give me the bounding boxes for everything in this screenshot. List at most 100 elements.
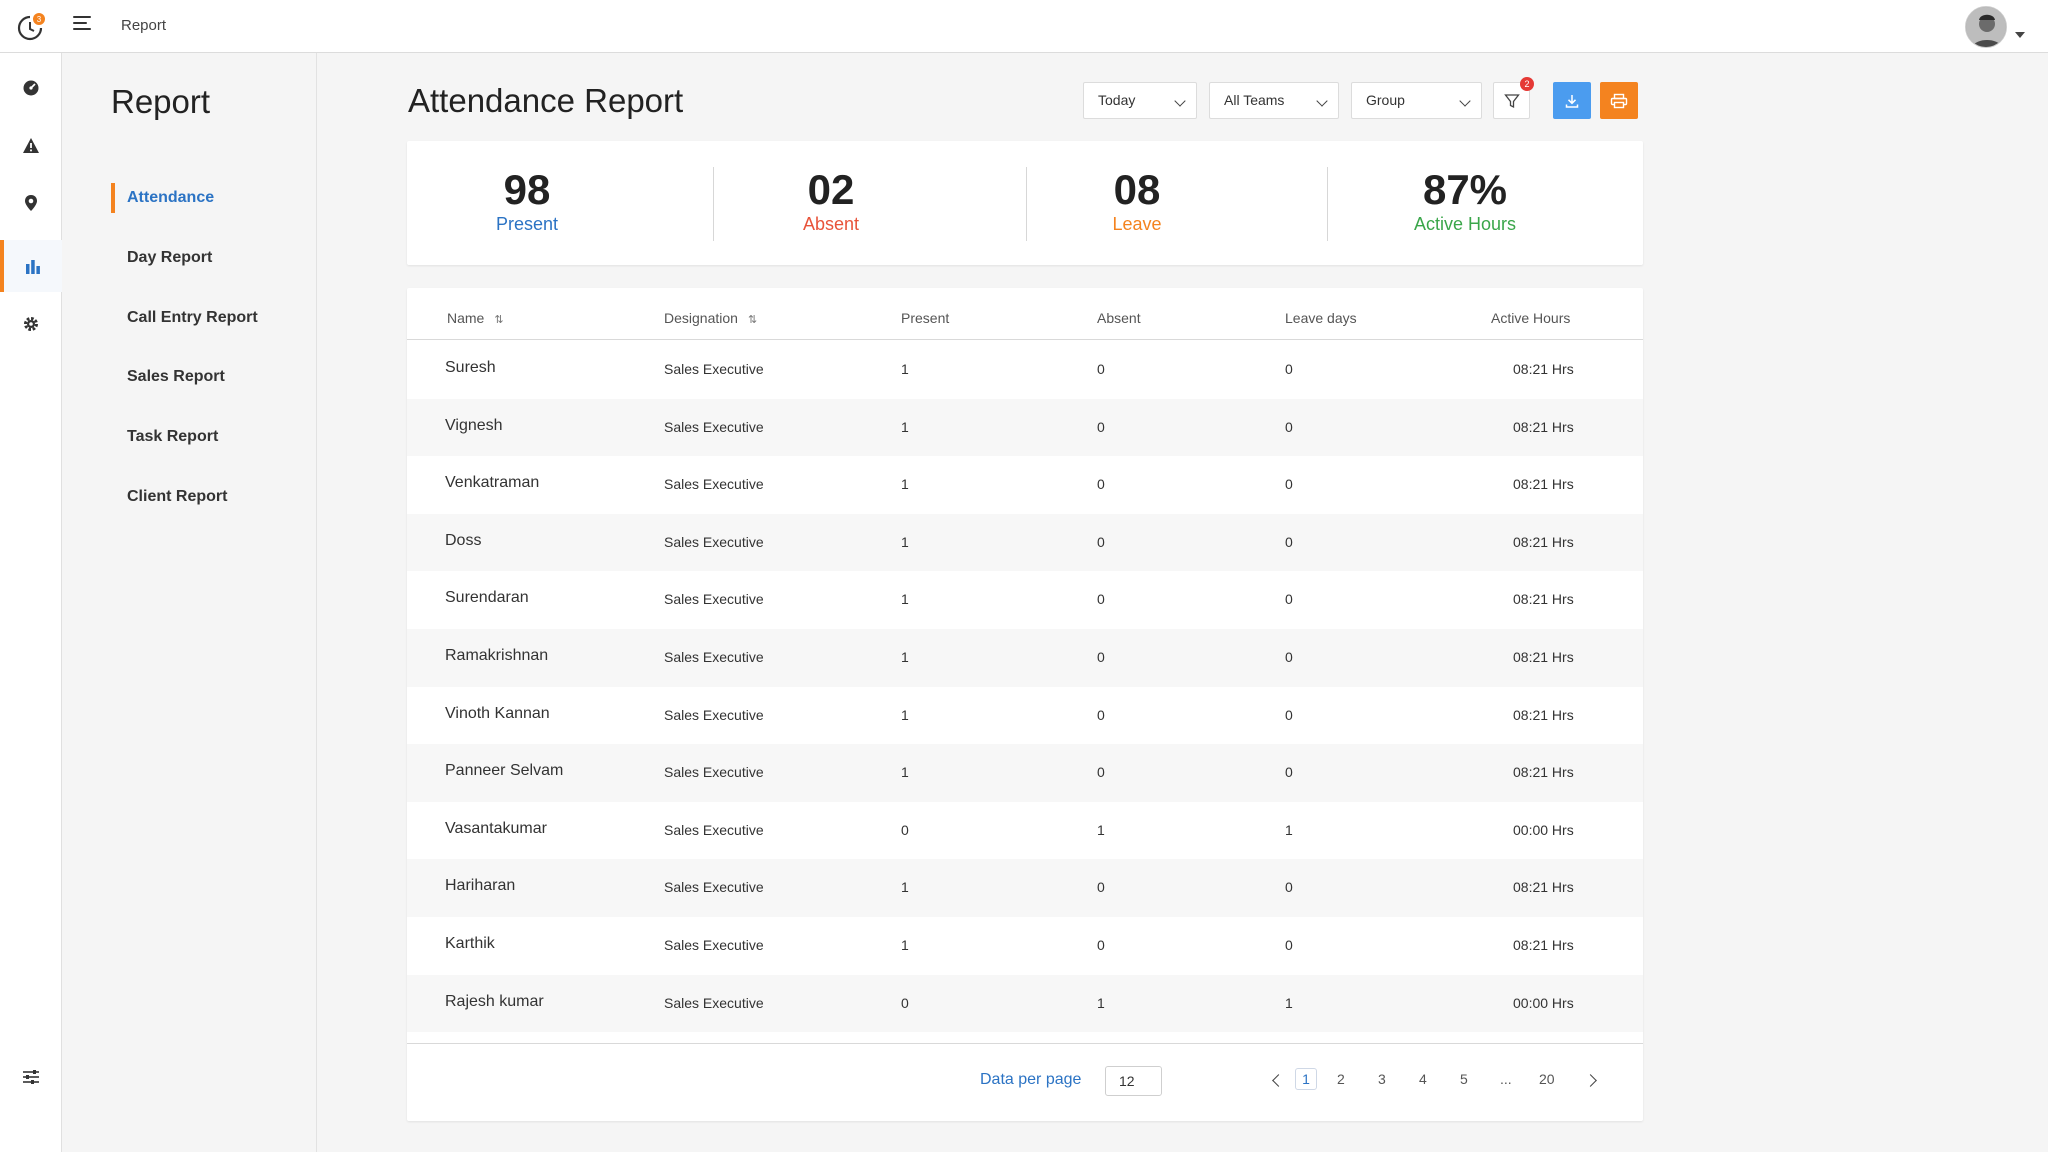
- table-row[interactable]: Doss Sales Executive 1 0 0 08:21 Hrs: [407, 513, 1643, 572]
- sidebar-item-day-report[interactable]: Day Report: [127, 249, 213, 266]
- cell-absent: 0: [1097, 879, 1105, 896]
- sidebar-item-attendance[interactable]: Attendance: [111, 183, 214, 213]
- download-button[interactable]: [1553, 82, 1591, 119]
- page-3[interactable]: 3: [1378, 1071, 1386, 1087]
- rail-item-dashboard[interactable]: [0, 65, 62, 111]
- print-icon: [1610, 93, 1628, 108]
- table-row[interactable]: Karthik Sales Executive 1 0 0 08:21 Hrs: [407, 917, 1643, 975]
- stat-value: 02: [807, 166, 855, 213]
- stat-value: 98: [503, 166, 551, 213]
- filter-button[interactable]: 2: [1493, 77, 1534, 119]
- page-ellipsis: ...: [1500, 1071, 1512, 1087]
- rail-item-settings[interactable]: [0, 301, 62, 347]
- per-page-label: Data per page: [980, 1071, 1082, 1088]
- page-1[interactable]: 1: [1295, 1068, 1317, 1090]
- prev-page-icon[interactable]: [1272, 1074, 1285, 1087]
- chevron-down-icon: [1316, 95, 1328, 107]
- group-select[interactable]: Group: [1351, 82, 1482, 119]
- menu-toggle-icon[interactable]: [73, 16, 97, 36]
- sidebar-title: Report: [111, 83, 211, 120]
- user-menu-caret-icon[interactable]: [2015, 32, 2025, 38]
- sort-icon[interactable]: ⇅: [494, 314, 504, 326]
- cell-absent: 1: [1097, 821, 1105, 838]
- notification-count: 3: [37, 15, 42, 24]
- cell-name: Karthik: [445, 935, 495, 952]
- per-page-input[interactable]: 12: [1105, 1066, 1162, 1096]
- cell-absent: 1: [1097, 994, 1105, 1011]
- cell-active-hours: 08:21 Hrs: [1513, 879, 1574, 896]
- cell-leave-days: 0: [1285, 476, 1293, 493]
- page-20[interactable]: 20: [1539, 1071, 1555, 1087]
- cell-active-hours: 08:21 Hrs: [1513, 937, 1574, 953]
- table-row[interactable]: Vinoth Kannan Sales Executive 1 0 0 08:21 Hrs: [407, 687, 1643, 745]
- cell-leave-days: 1: [1285, 994, 1293, 1011]
- sidebar-item-sales-report[interactable]: Sales Report: [127, 368, 225, 385]
- cell-designation: Sales Executive: [664, 591, 764, 608]
- page-2[interactable]: 2: [1337, 1071, 1345, 1087]
- divider: [1327, 167, 1328, 241]
- cell-absent: 0: [1097, 937, 1105, 953]
- stat-label: Absent: [802, 214, 860, 234]
- cell-name: Suresh: [445, 359, 496, 376]
- cell-leave-days: 0: [1285, 764, 1293, 781]
- cell-absent: 0: [1097, 706, 1105, 723]
- page-title: Attendance Report: [408, 82, 684, 119]
- stat-label: Leave: [1112, 214, 1162, 234]
- cell-present: 0: [901, 994, 909, 1011]
- table-row[interactable]: Venkatraman Sales Executive 1 0 0 08:21 Hrs: [407, 456, 1643, 514]
- attendance-table: Name ⇅ Designation ⇅ Present Absent Leave …: [407, 288, 1643, 1121]
- column-header-name[interactable]: Name ⇅: [447, 310, 504, 326]
- cell-absent: 0: [1097, 649, 1105, 665]
- cell-name: Vinoth Kannan: [445, 704, 550, 722]
- group-select-value: Group: [1366, 92, 1405, 108]
- chevron-down-icon: [1174, 95, 1186, 107]
- cell-active-hours: 08:21 Hrs: [1513, 476, 1574, 493]
- next-page-icon[interactable]: [1584, 1074, 1597, 1087]
- cell-active-hours: 08:21 Hrs: [1513, 706, 1574, 723]
- column-header-label: Name: [447, 310, 485, 326]
- location-icon: [25, 195, 37, 211]
- table-header: Name ⇅ Designation ⇅ Present Absent Leave …: [407, 288, 1643, 340]
- column-header-leave-days: Leave days: [1285, 310, 1357, 326]
- top-bar: 3 Report: [0, 0, 2048, 53]
- table-row[interactable]: Suresh Sales Executive 1 0 0 08:21 Hrs: [407, 341, 1643, 399]
- sidebar-item-call-entry-report[interactable]: Call Entry Report: [127, 309, 258, 326]
- stat-absent: 02 Absent: [771, 167, 891, 235]
- page-5[interactable]: 5: [1460, 1071, 1468, 1087]
- print-button[interactable]: [1600, 82, 1638, 119]
- table-row[interactable]: Panneer Selvam Sales Executive 1 0 0 08:21 Hr…: [407, 744, 1643, 802]
- sliders-icon: [23, 1070, 39, 1084]
- page-4[interactable]: 4: [1419, 1071, 1427, 1087]
- period-select[interactable]: Today: [1083, 82, 1197, 119]
- cell-name: Panneer Selvam: [445, 762, 564, 780]
- cell-name: Hariharan: [445, 877, 516, 895]
- table-row[interactable]: Vasantakumar Sales Executive 0 1 1 00:00 Hrs: [407, 802, 1643, 860]
- cell-active-hours: 08:21 Hrs: [1513, 649, 1574, 665]
- rail-item-reports[interactable]: [0, 240, 62, 292]
- icon-rail: [0, 53, 62, 1152]
- column-header-designation[interactable]: Designation ⇅: [664, 310, 757, 326]
- table-row[interactable]: Rajesh kumar Sales Executive 0 1 1 00:00 Hrs: [407, 974, 1643, 1033]
- cell-leave-days: 0: [1285, 937, 1293, 953]
- app-logo-icon[interactable]: 3: [14, 12, 46, 44]
- avatar[interactable]: [1965, 6, 2007, 48]
- table-row[interactable]: Hariharan Sales Executive 1 0 0 08:21 Hrs: [407, 859, 1643, 917]
- rail-item-preferences[interactable]: [0, 1054, 62, 1100]
- table-row[interactable]: Ramakrishnan Sales Executive 1 0 0 08:21 Hrs: [407, 629, 1643, 687]
- table-footer: Data per page 12 1 2 3 4 5 ... 20: [407, 1043, 1643, 1121]
- table-row[interactable]: Vignesh Sales Executive 1 0 0 08:21 Hrs: [407, 398, 1643, 457]
- teams-select[interactable]: All Teams: [1209, 82, 1339, 119]
- sidebar-item-client-report[interactable]: Client Report: [127, 488, 228, 505]
- sidebar-item-task-report[interactable]: Task Report: [127, 428, 219, 445]
- sort-icon[interactable]: ⇅: [747, 314, 758, 326]
- rail-item-alerts[interactable]: [0, 123, 62, 169]
- cell-active-hours: 08:21 Hrs: [1513, 591, 1574, 608]
- rail-item-location[interactable]: [0, 180, 62, 226]
- column-header-absent: Absent: [1097, 310, 1141, 326]
- bar-chart-icon: [26, 260, 40, 274]
- stat-label: Present: [495, 214, 559, 234]
- cell-leave-days: 0: [1285, 706, 1293, 723]
- cell-active-hours: 08:21 Hrs: [1513, 361, 1574, 377]
- table-row[interactable]: Surendaran Sales Executive 1 0 0 08:21 Hrs: [407, 571, 1643, 629]
- cell-absent: 0: [1097, 764, 1105, 781]
